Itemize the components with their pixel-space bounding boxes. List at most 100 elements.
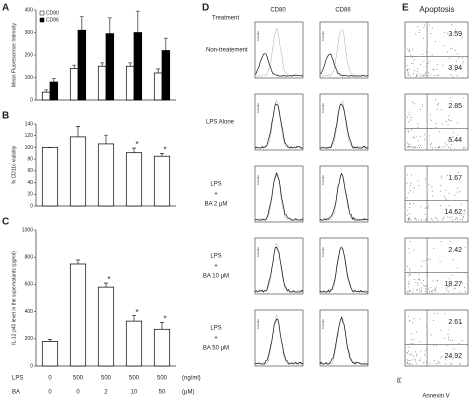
scatter-dot bbox=[446, 286, 448, 288]
counts-label: Counts bbox=[321, 247, 325, 257]
scatter-dot bbox=[441, 123, 443, 125]
scatter-dot bbox=[407, 130, 409, 132]
scatter-dot bbox=[431, 54, 433, 56]
scatter-dot bbox=[420, 289, 422, 291]
scatter-dot bbox=[424, 71, 426, 73]
scatter-dot bbox=[425, 75, 427, 77]
scatter-dot bbox=[429, 135, 431, 137]
scatter-dot bbox=[435, 286, 437, 288]
scatter-dot bbox=[417, 67, 419, 69]
scatter-dot bbox=[432, 195, 434, 197]
scatter-dot bbox=[429, 143, 431, 145]
scatter-dot bbox=[420, 73, 422, 75]
scatter-dot bbox=[442, 146, 444, 148]
scatter-dot bbox=[448, 285, 450, 287]
scatter-dot bbox=[440, 329, 442, 331]
scatter-dot bbox=[449, 241, 451, 242]
scatter-dot bbox=[408, 283, 410, 284]
scatter-dot bbox=[430, 286, 432, 288]
scatter-dot bbox=[413, 218, 415, 220]
scatter-dot bbox=[426, 275, 428, 277]
y-tick-label: 100 bbox=[25, 75, 34, 81]
scatter-dot bbox=[423, 27, 425, 29]
scatter-dot bbox=[409, 354, 411, 356]
scatter-dot bbox=[423, 24, 425, 26]
scatter-dot bbox=[462, 61, 464, 63]
histogram-reference bbox=[319, 100, 369, 149]
scatter-frame bbox=[404, 165, 469, 223]
scatter-dot bbox=[439, 362, 441, 363]
bar bbox=[133, 32, 143, 101]
y-tick-label: 0 bbox=[30, 97, 33, 103]
scatter-dot bbox=[419, 108, 421, 110]
scatter-dot bbox=[448, 329, 450, 331]
scatter-dot bbox=[431, 186, 433, 188]
scatter-dot bbox=[430, 32, 432, 34]
scatter-dot bbox=[449, 147, 451, 149]
histogram-frame bbox=[254, 21, 304, 79]
histogram-reference bbox=[255, 242, 304, 293]
treatment-label: LPS Alone bbox=[206, 120, 235, 126]
scatter-dot bbox=[424, 138, 426, 140]
scatter-dot bbox=[437, 280, 439, 281]
scatter-dot bbox=[461, 58, 463, 59]
scatter-dot bbox=[412, 291, 414, 293]
table-cell: 10 bbox=[131, 390, 138, 396]
scatter-dot bbox=[408, 51, 410, 53]
scatter-dot bbox=[408, 213, 410, 215]
scatter-dot bbox=[450, 48, 451, 50]
scatter-dot bbox=[411, 146, 413, 148]
scatter-dot bbox=[406, 174, 408, 176]
scatter-dot bbox=[406, 69, 408, 70]
error-bar bbox=[128, 62, 133, 67]
scatter-dot bbox=[434, 217, 436, 219]
scatter-dot bbox=[447, 139, 449, 141]
scatter-dot bbox=[418, 279, 420, 281]
scatter-dot bbox=[458, 172, 460, 174]
treatment-label: + bbox=[214, 264, 218, 270]
error-bar bbox=[104, 282, 108, 288]
scatter-dot bbox=[413, 339, 415, 340]
scatter-dot bbox=[453, 348, 455, 350]
scatter-dot bbox=[464, 209, 466, 211]
scatter-dot bbox=[462, 219, 463, 221]
scatter-dot bbox=[456, 75, 458, 77]
error-bar bbox=[76, 126, 80, 137]
scatter-dot bbox=[409, 252, 411, 254]
scatter-dot bbox=[427, 207, 429, 209]
scatter-dot bbox=[408, 280, 410, 282]
scatter-dot bbox=[412, 56, 414, 58]
histogram-sample bbox=[254, 53, 304, 77]
scatter-dot bbox=[460, 322, 462, 324]
histogram-sample bbox=[319, 53, 369, 77]
legend-label: CD86 bbox=[46, 17, 59, 23]
bar bbox=[153, 328, 171, 367]
histogram-reference bbox=[319, 173, 369, 221]
scatter-dot bbox=[425, 51, 427, 53]
scatter-dot bbox=[415, 219, 417, 221]
scatter-dot bbox=[438, 103, 440, 105]
scatter-dot bbox=[449, 356, 451, 358]
scatter-dot bbox=[456, 53, 458, 55]
y-tick-label: 0 bbox=[30, 203, 33, 209]
scatter-dot bbox=[406, 362, 408, 364]
scatter-dot bbox=[412, 359, 414, 361]
scatter-dot bbox=[415, 363, 417, 365]
error-bar bbox=[160, 322, 164, 330]
scatter-dot bbox=[428, 183, 430, 185]
scatter-dot bbox=[410, 333, 412, 335]
histogram-sample bbox=[319, 316, 368, 365]
scatter-frame bbox=[404, 309, 469, 367]
scatter-dot bbox=[412, 322, 414, 324]
scatter-dot bbox=[437, 363, 439, 365]
scatter-dot bbox=[421, 282, 423, 284]
scatter-dot bbox=[423, 61, 425, 63]
scatter-dot bbox=[436, 68, 438, 70]
scatter-dot bbox=[407, 48, 409, 50]
scatter-dot bbox=[413, 187, 415, 189]
scatter-dot bbox=[452, 259, 454, 261]
scatter-dot bbox=[410, 219, 412, 221]
scatter-dot bbox=[424, 134, 426, 136]
counts-label: Counts bbox=[321, 319, 325, 329]
scatter-dot bbox=[444, 363, 446, 365]
